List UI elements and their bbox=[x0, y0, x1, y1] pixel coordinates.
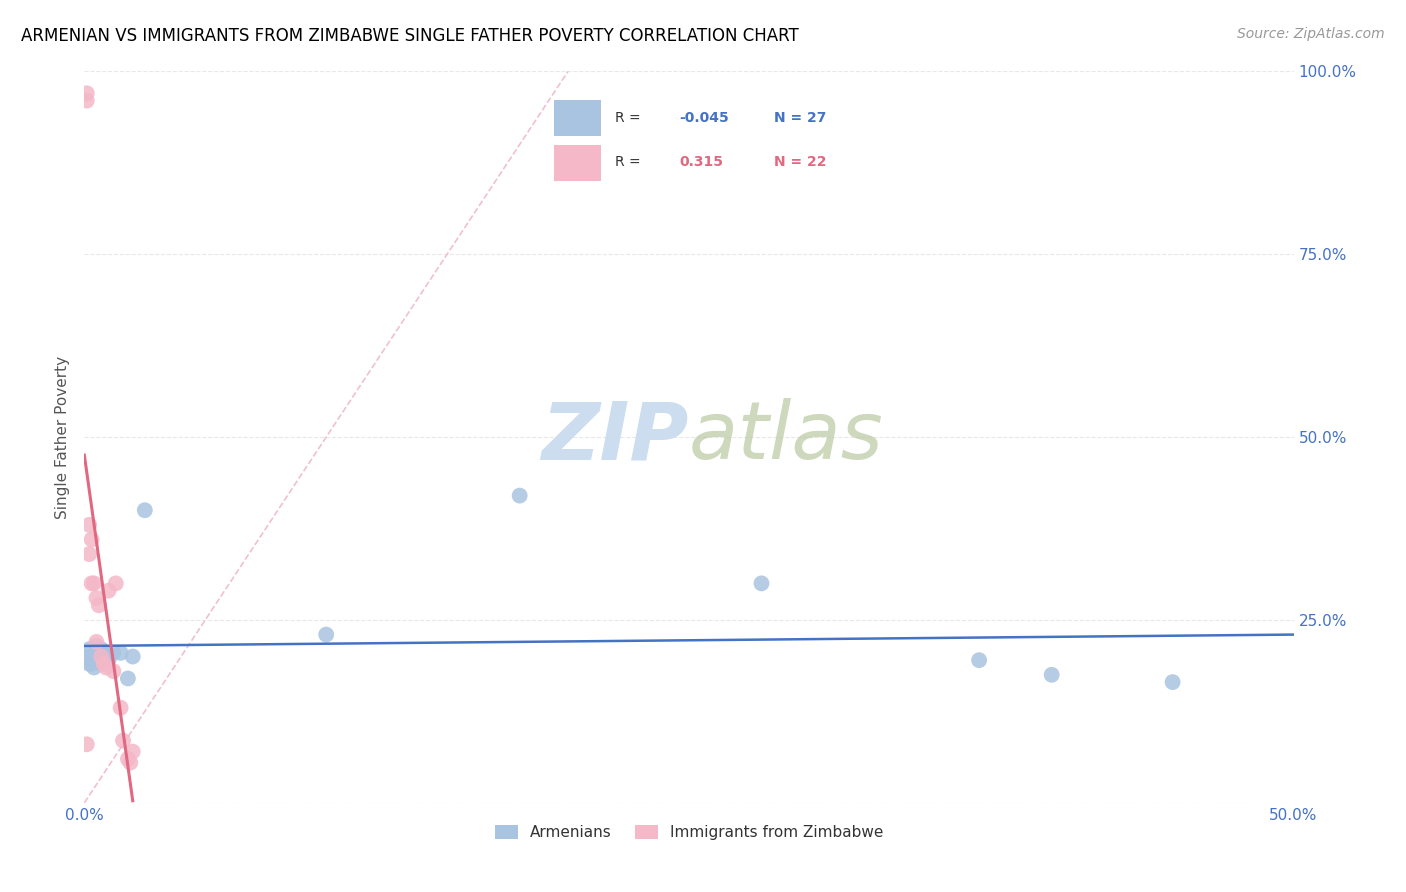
Point bbox=[1040, 667, 1063, 681]
Point bbox=[93, 653, 115, 667]
Point bbox=[76, 649, 98, 664]
Point bbox=[134, 503, 156, 517]
Point bbox=[315, 627, 337, 641]
Point bbox=[86, 591, 108, 605]
Point bbox=[76, 94, 98, 108]
Point bbox=[83, 649, 105, 664]
Point bbox=[77, 657, 100, 671]
Point bbox=[77, 517, 100, 532]
Point bbox=[86, 635, 108, 649]
Point bbox=[509, 489, 531, 503]
Point bbox=[87, 646, 110, 660]
Point bbox=[110, 700, 132, 714]
Point bbox=[97, 583, 120, 598]
Point bbox=[80, 576, 103, 591]
Point bbox=[90, 642, 112, 657]
Point bbox=[751, 576, 773, 591]
Point bbox=[94, 649, 117, 664]
Point bbox=[87, 599, 110, 613]
Point bbox=[94, 660, 117, 674]
Point bbox=[93, 646, 115, 660]
Y-axis label: Single Father Poverty: Single Father Poverty bbox=[55, 356, 70, 518]
Point bbox=[80, 657, 103, 671]
Point bbox=[110, 646, 132, 660]
Legend: Armenians, Immigrants from Zimbabwe: Armenians, Immigrants from Zimbabwe bbox=[489, 819, 889, 847]
Point bbox=[83, 576, 105, 591]
Point bbox=[104, 576, 127, 591]
Point bbox=[76, 737, 98, 751]
Point bbox=[103, 664, 125, 678]
Point bbox=[90, 657, 112, 671]
Point bbox=[103, 646, 125, 660]
Text: ZIP: ZIP bbox=[541, 398, 689, 476]
Point bbox=[97, 653, 120, 667]
Point bbox=[90, 649, 112, 664]
Point bbox=[93, 657, 115, 671]
Point bbox=[117, 672, 139, 686]
Point bbox=[120, 756, 142, 770]
Text: atlas: atlas bbox=[689, 398, 884, 476]
Text: ARMENIAN VS IMMIGRANTS FROM ZIMBABWE SINGLE FATHER POVERTY CORRELATION CHART: ARMENIAN VS IMMIGRANTS FROM ZIMBABWE SIN… bbox=[21, 27, 799, 45]
Point bbox=[1161, 675, 1184, 690]
Point bbox=[80, 649, 103, 664]
Point bbox=[86, 653, 108, 667]
Point bbox=[967, 653, 990, 667]
Point bbox=[76, 87, 98, 101]
Point bbox=[77, 547, 100, 561]
Text: Source: ZipAtlas.com: Source: ZipAtlas.com bbox=[1237, 27, 1385, 41]
Point bbox=[77, 642, 100, 657]
Point bbox=[121, 649, 143, 664]
Point bbox=[86, 639, 108, 653]
Point bbox=[121, 745, 143, 759]
Point bbox=[83, 660, 105, 674]
Point bbox=[112, 733, 135, 747]
Point bbox=[117, 752, 139, 766]
Point bbox=[80, 533, 103, 547]
